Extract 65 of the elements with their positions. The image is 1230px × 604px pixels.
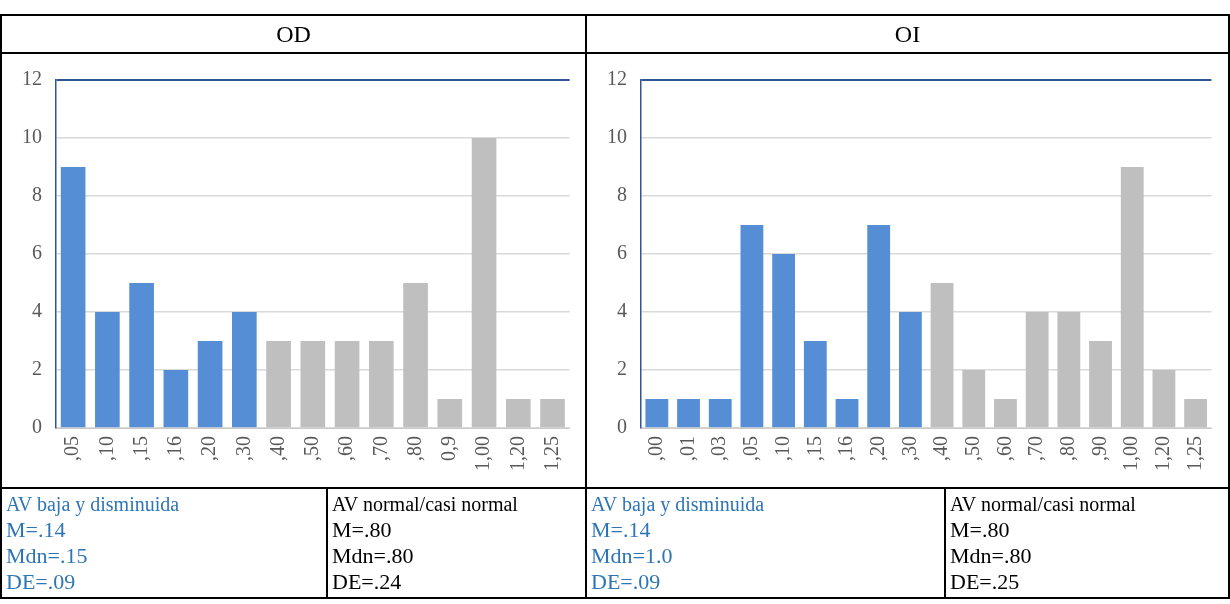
x-tick-label: ,50 (961, 436, 984, 461)
text: Mdn=1.0 (591, 543, 674, 569)
x-tick-label: ,80 (1056, 436, 1079, 461)
chart-title: OI (587, 16, 1228, 54)
x-tick-label: ,70 (1024, 436, 1047, 461)
text: M=.14 (6, 517, 67, 543)
text: AV normal/casi normal (950, 492, 1137, 517)
text: Mdn=.80 (950, 543, 1033, 569)
y-tick-label: 8 (617, 183, 627, 206)
y-tick-label: 10 (22, 125, 42, 148)
y-tick-label: 0 (617, 415, 627, 438)
x-tick-label: ,10 (770, 436, 793, 461)
text: AV baja y disminuida (6, 492, 181, 517)
text: Mdn=.15 (6, 543, 89, 569)
x-tick-label: 1,25 (539, 436, 562, 471)
x-tick-label: ,15 (802, 436, 825, 461)
y-tick-label: 4 (32, 299, 42, 322)
x-tick-label: ,30 (231, 436, 254, 461)
x-tick-label: ,20 (197, 436, 220, 461)
x-tick-label: ,03 (707, 436, 730, 461)
y-tick-label: 6 (617, 241, 627, 264)
x-tick-label: ,30 (897, 436, 920, 461)
x-tick-label: ,60 (334, 436, 357, 461)
text: M=.14 (591, 517, 652, 543)
x-tick-label: ,40 (265, 436, 288, 461)
x-tick-label: 1,00 (471, 436, 494, 471)
y-tick-label: 12 (607, 67, 627, 90)
x-tick-label: ,16 (834, 436, 857, 461)
text: AV normal/casi normal (332, 492, 519, 517)
y-tick-label: 2 (32, 357, 42, 380)
x-tick-label: 1,25 (1182, 436, 1205, 471)
text: DE=.09 (591, 569, 662, 595)
x-tick-label: ,40 (929, 436, 952, 461)
x-tick-label: ,70 (368, 436, 391, 461)
x-tick-label: ,05 (739, 436, 762, 461)
y-tick-label: 4 (617, 299, 627, 322)
x-tick-label: ,15 (128, 436, 151, 461)
x-tick-label: ,10 (94, 436, 117, 461)
x-tick-label: ,60 (992, 436, 1015, 461)
x-tick-label: ,80 (402, 436, 425, 461)
y-tick-label: 8 (32, 183, 42, 206)
x-tick-label: 0,9 (437, 436, 460, 461)
x-tick-label: ,90 (1087, 436, 1110, 461)
y-tick-label: 0 (32, 415, 42, 438)
x-tick-label: 1,20 (505, 436, 528, 471)
y-tick-label: 10 (607, 125, 627, 148)
x-tick-label: ,50 (300, 436, 323, 461)
x-tick-label: ,00 (644, 436, 667, 461)
y-tick-label: 2 (617, 357, 627, 380)
x-tick-label: ,20 (865, 436, 888, 461)
y-tick-label: 12 (22, 67, 42, 90)
x-tick-label: 1,20 (1151, 436, 1174, 471)
text: DE=.24 (332, 569, 403, 595)
text: DE=.09 (6, 569, 77, 595)
x-tick-label: ,05 (60, 436, 83, 461)
x-tick-label: ,16 (163, 436, 186, 461)
text: M=.80 (332, 517, 393, 543)
text: AV baja y disminuida (591, 492, 766, 517)
x-tick-label: 1,00 (1119, 436, 1142, 471)
chart-title: OD (2, 16, 585, 54)
text: Mdn=.80 (332, 543, 415, 569)
text: M=.80 (950, 517, 1011, 543)
text: DE=.25 (950, 569, 1021, 595)
x-tick-label: ,01 (675, 436, 698, 461)
y-tick-label: 6 (32, 241, 42, 264)
